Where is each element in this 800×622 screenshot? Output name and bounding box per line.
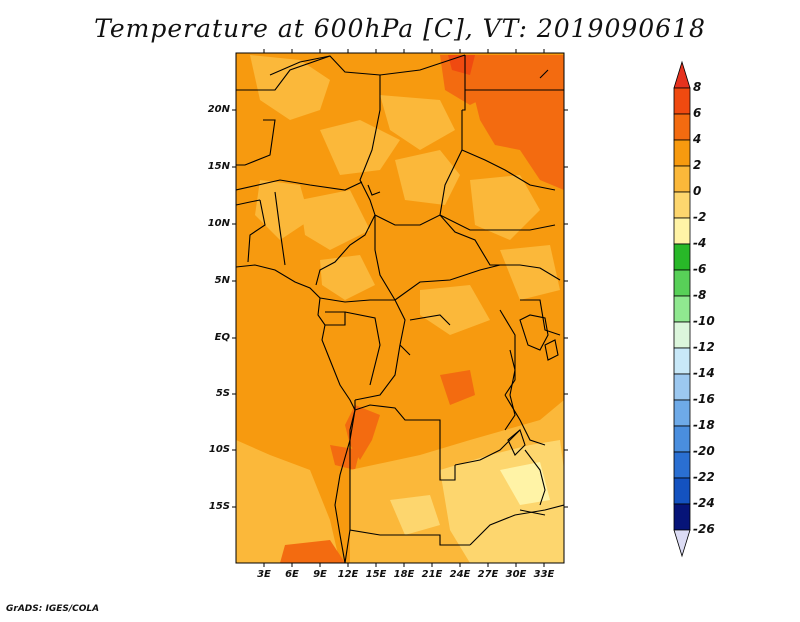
lat-label: 10S	[208, 444, 230, 455]
field-0-2-patch	[320, 120, 400, 175]
colorbar-label: -12	[693, 340, 715, 354]
lon-label: 33E	[533, 569, 555, 580]
lat-label: 5S	[215, 388, 230, 399]
lon-label: 6E	[285, 569, 299, 580]
colorbar-label: -16	[693, 392, 715, 406]
colorbar-band-m10-m8	[673, 295, 691, 323]
field-4-6-patch	[440, 370, 475, 405]
lon-label: 9E	[313, 569, 327, 580]
field-0-2-patch	[500, 245, 560, 300]
colorbar-label: -22	[693, 470, 715, 484]
colorbar-label: -4	[693, 236, 707, 250]
field-0-2-patch	[420, 285, 490, 335]
colorbar-label: -24	[693, 496, 715, 510]
lon-ticks	[263, 49, 545, 567]
colorbar-band-m2-0	[673, 191, 691, 219]
colorbar-band-m18-m16	[673, 399, 691, 427]
chart-title: Temperature at 600hPa [C], VT: 201909061…	[94, 14, 706, 43]
lon-label: 24E	[449, 569, 471, 580]
field-0-2-patch	[250, 55, 330, 120]
field-4-6-region	[470, 70, 564, 190]
colorbar-label: 2	[693, 158, 702, 172]
colorbar-label: -8	[693, 288, 707, 302]
lat-label: 15S	[208, 501, 230, 512]
lon-label: 30E	[505, 569, 527, 580]
colorbar-band-m6-m4	[673, 243, 691, 271]
lat-label: 10N	[207, 218, 230, 229]
field-0-2-patch	[255, 180, 310, 240]
lon-label: 27E	[477, 569, 499, 580]
field-0-2-patch	[300, 190, 370, 250]
colorbar-band-m20-m18	[673, 425, 691, 453]
colorbar-label: 6	[693, 106, 702, 120]
colorbar-under-arrow	[673, 529, 691, 558]
colorbar-band-m26-m24	[673, 503, 691, 531]
field-0-2-patch	[380, 95, 455, 150]
map-frame	[235, 52, 565, 564]
colorbar-over-arrow	[673, 60, 691, 89]
lon-label: 21E	[421, 569, 443, 580]
colorbar-label: -26	[693, 522, 715, 536]
colorbar-band-2-4	[673, 139, 691, 167]
lon-label: 12E	[337, 569, 359, 580]
colorbar-label: -6	[693, 262, 707, 276]
footer-credit: GrADS: IGES/COLA	[6, 604, 100, 614]
colorbar-label: 4	[693, 132, 702, 146]
field-4-6-patch	[280, 540, 345, 563]
lat-label: 20N	[207, 104, 230, 115]
colorbar-label: -14	[693, 366, 715, 380]
colorbar-label: -20	[693, 444, 715, 458]
colorbar-band-m14-m12	[673, 347, 691, 375]
lon-label: 15E	[365, 569, 387, 580]
colorbar-band-m22-m20	[673, 451, 691, 479]
lat-label: 5N	[214, 275, 230, 286]
colorbar-label: -18	[693, 418, 715, 432]
colorbar-band-m8-m6	[673, 269, 691, 297]
lon-label: 18E	[393, 569, 415, 580]
colorbar	[673, 60, 691, 558]
colorbar-band-m24-m22	[673, 477, 691, 505]
lat-label: 15N	[207, 161, 230, 172]
colorbar-band-0-2	[673, 165, 691, 193]
field-6-8-patch	[448, 55, 475, 75]
country-borders	[236, 54, 564, 563]
colorbar-label: 0	[693, 184, 702, 198]
lon-label: 3E	[257, 569, 271, 580]
colorbar-label: 8	[693, 80, 702, 94]
field-0-2-region	[236, 440, 340, 563]
field-0-2-patch	[470, 175, 540, 240]
temperature-field	[236, 53, 564, 563]
lat-ticks	[232, 109, 568, 508]
colorbar-band-m4-m2	[673, 217, 691, 245]
colorbar-band-6-8	[673, 87, 691, 115]
lat-label: EQ	[214, 332, 230, 343]
colorbar-label: -10	[693, 314, 715, 328]
field-m4-m2-patch	[500, 462, 550, 505]
field-0-2-patch	[320, 255, 375, 300]
colorbar-band-m16-m14	[673, 373, 691, 401]
colorbar-label: -2	[693, 210, 707, 224]
field-m2-0-patch	[390, 495, 440, 535]
colorbar-band-4-6	[673, 113, 691, 141]
colorbar-band-m12-m10	[673, 321, 691, 349]
